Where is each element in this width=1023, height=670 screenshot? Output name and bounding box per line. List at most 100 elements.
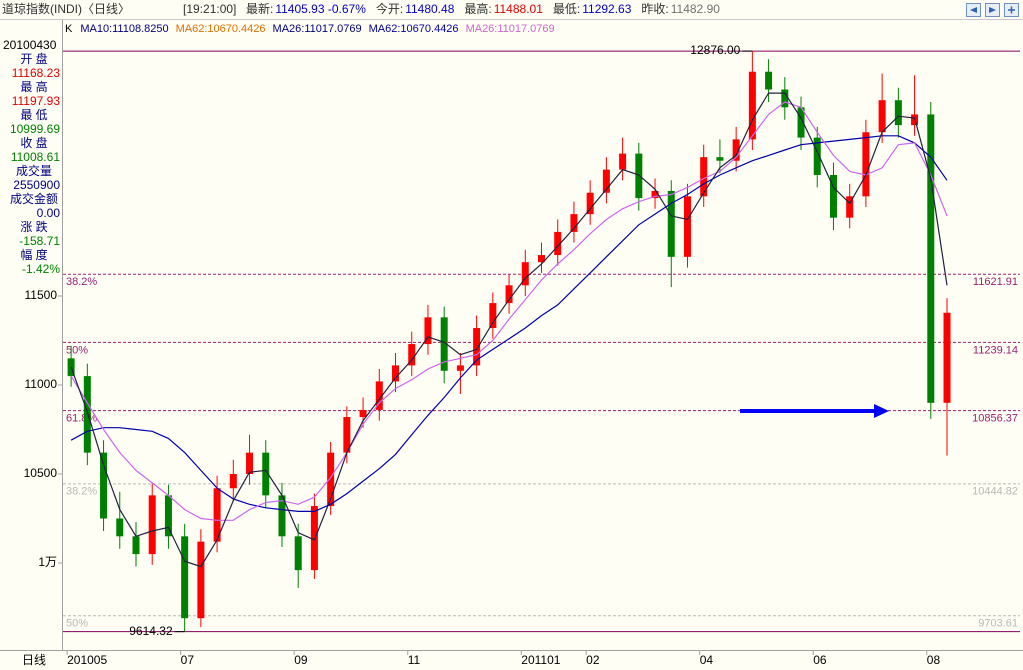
header-label: 今开: xyxy=(376,1,403,16)
x-tick-label: 07 xyxy=(181,653,195,667)
info-label: 涨 跌 xyxy=(20,219,47,234)
y-tick-label: 11500 xyxy=(25,288,58,302)
info-date: 20100430 xyxy=(3,38,57,52)
candle-body xyxy=(700,157,708,197)
info-value: -158.71 xyxy=(19,234,60,248)
info-value: 0.00 xyxy=(37,206,61,220)
candle-body xyxy=(813,137,821,175)
header-title: 道琼指数(INDI)〈日线〉 xyxy=(2,1,130,16)
candle-body xyxy=(862,132,870,197)
ma-line xyxy=(70,101,948,521)
legend-entry: MA26:11017.0769 xyxy=(273,23,362,35)
header-label: 昨收: xyxy=(641,2,668,16)
trend-arrow xyxy=(740,404,889,418)
candle-body xyxy=(635,153,643,199)
info-label: 最 高 xyxy=(20,79,47,94)
header-value: 11482.90 xyxy=(671,2,720,16)
candle-body xyxy=(408,344,416,366)
x-tick-label: 09 xyxy=(294,653,308,667)
info-label: 开 盘 xyxy=(20,51,47,66)
candle-body xyxy=(765,71,773,90)
candle-body xyxy=(878,100,886,133)
toolbar xyxy=(966,3,1019,17)
legend-entry: MA26:11017.0769 xyxy=(466,23,555,35)
candle-body xyxy=(538,255,545,263)
candle-body xyxy=(213,488,221,542)
candle-body xyxy=(294,536,302,571)
y-tick-label: 10500 xyxy=(24,466,58,480)
candle-body xyxy=(246,452,254,475)
y-tick-label: 1万 xyxy=(38,555,57,569)
candle-body xyxy=(732,139,740,161)
header-label: 最低: xyxy=(553,2,580,16)
x-tick-label: 08 xyxy=(927,653,941,667)
candle-body xyxy=(83,376,91,453)
icon xyxy=(970,7,977,13)
icon xyxy=(989,7,996,13)
header-time: [19:21:00] xyxy=(183,2,236,16)
candle-body xyxy=(197,541,205,619)
candle-body xyxy=(489,303,497,329)
candle-body xyxy=(943,312,951,403)
header-label: 最高: xyxy=(464,1,491,16)
header-value: 11405.93 -0.67% xyxy=(275,2,366,16)
x-tick-label: 11 xyxy=(408,653,421,667)
x-tick-label: 02 xyxy=(586,653,600,667)
header-value: 11488.01 xyxy=(494,2,543,16)
candle-body xyxy=(100,452,108,519)
candle-body xyxy=(375,381,383,410)
info-label: 收 盘 xyxy=(20,135,47,150)
candle-body xyxy=(570,214,578,232)
candle-body xyxy=(359,409,367,418)
candle-body xyxy=(505,285,513,304)
x-axis-label: 日线 xyxy=(22,653,46,667)
arrow-head xyxy=(874,404,889,418)
info-label: 幅 度 xyxy=(20,247,47,262)
fib-percent: 38.2% xyxy=(66,486,97,498)
candle-body xyxy=(797,107,805,138)
fib-percent: 38.2% xyxy=(66,276,97,288)
candle-body xyxy=(148,495,156,555)
ma-line xyxy=(70,135,948,512)
candle-body xyxy=(586,192,594,215)
candle-body xyxy=(927,114,935,403)
candle-body xyxy=(424,317,432,345)
fib-value: 11239.14 xyxy=(973,344,1018,356)
header-value: 11292.63 xyxy=(582,2,631,16)
info-label: 成交金额 xyxy=(10,191,58,206)
candle-body xyxy=(229,474,237,489)
info-value: 11197.93 xyxy=(12,94,61,108)
candle-body xyxy=(132,536,140,555)
candle-body xyxy=(440,317,448,371)
candle-body xyxy=(310,506,318,571)
info-value: -1.42% xyxy=(22,262,60,276)
fib-value: 10444.82 xyxy=(972,486,1018,498)
y-tick-label: 11000 xyxy=(25,377,58,391)
fib-percent: 50% xyxy=(66,344,88,356)
header-label: 最新: xyxy=(246,1,273,16)
x-tick-label: 06 xyxy=(813,653,827,667)
legend-entry: MA10:11108.8250 xyxy=(80,23,168,35)
info-label: 成交量 xyxy=(16,163,52,178)
candle-body xyxy=(894,100,902,126)
candle-body xyxy=(748,71,756,140)
candle-body xyxy=(716,157,724,161)
candle-body xyxy=(456,365,464,371)
info-value: 11168.23 xyxy=(12,66,61,80)
ma-line xyxy=(70,92,948,568)
candle-body xyxy=(829,174,837,218)
header-value: 11480.48 xyxy=(405,2,454,16)
info-value: 10999.69 xyxy=(10,122,60,136)
candle-body xyxy=(278,495,286,537)
candle-body xyxy=(392,365,400,382)
candle-body xyxy=(164,495,172,537)
fib-value: 11621.91 xyxy=(973,276,1018,288)
info-value: 11008.61 xyxy=(11,150,60,164)
info-value: 2550900 xyxy=(13,178,60,192)
candle-body xyxy=(667,190,675,257)
candle-body xyxy=(521,262,529,286)
x-tick-label: 201101 xyxy=(521,653,560,667)
